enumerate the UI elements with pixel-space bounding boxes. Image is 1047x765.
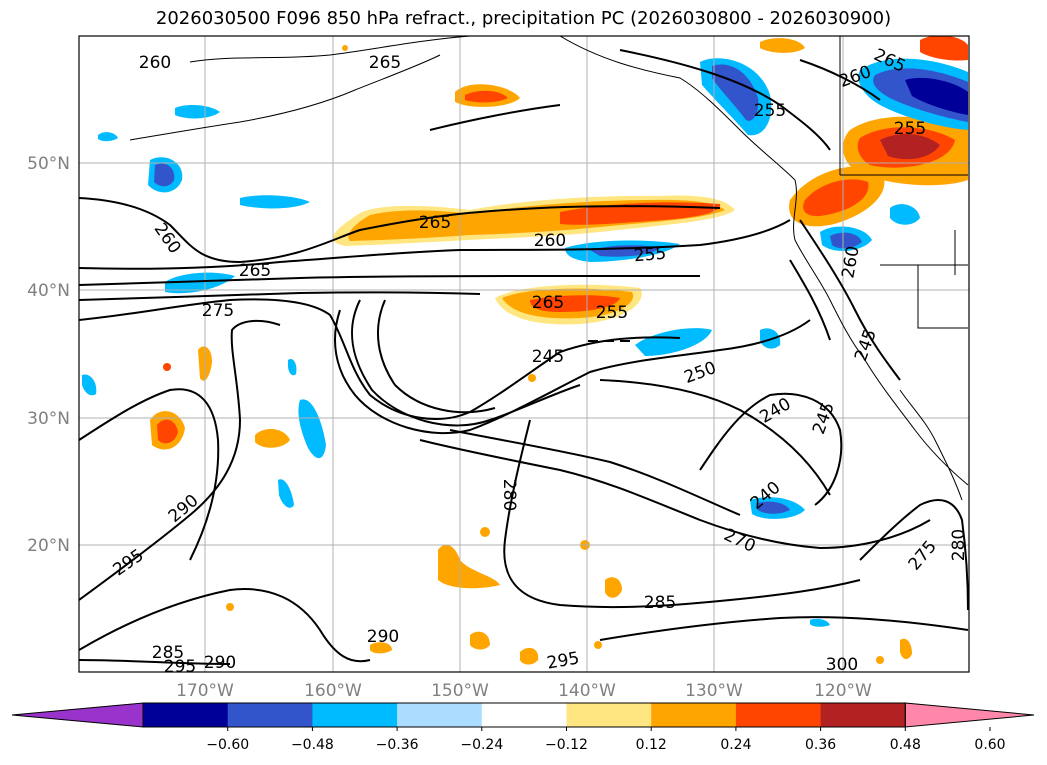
colorbar: −0.60 −0.48 −0.36 −0.24 −0.12 0.12 0.24 0.36 0.4… xyxy=(11,702,1035,753)
colorbar-tick-label: −0.60 xyxy=(206,737,249,753)
contour-label: 285 xyxy=(644,593,676,613)
coastlines xyxy=(129,36,969,501)
contour-label: 265 xyxy=(369,53,401,73)
colorbar-tick-label: 0.24 xyxy=(720,737,751,753)
contour-label: 260 xyxy=(534,231,566,251)
refractivity-contours xyxy=(79,49,969,665)
colorbar-segment xyxy=(481,703,567,727)
lon-label: 130°W xyxy=(685,681,743,701)
lat-label: 30°N xyxy=(27,409,70,429)
colorbar-segment xyxy=(143,703,229,727)
contour-label: 295 xyxy=(545,648,580,673)
colorbar-extend-high xyxy=(904,702,1035,728)
colorbar-segment xyxy=(397,703,483,727)
colorbar-segment xyxy=(651,703,737,727)
colorbar-tick-label: 0.48 xyxy=(890,737,921,753)
contour-label: 280 xyxy=(499,479,519,511)
lon-axis: 170°W 160°W 150°W 140°W 130°W 120°W xyxy=(176,681,872,701)
contour-label: 265 xyxy=(419,213,451,233)
colorbar-frame xyxy=(142,702,906,728)
contour-label: 245 xyxy=(532,347,564,367)
contour-label: 265 xyxy=(239,261,271,281)
colorbar-segment xyxy=(820,703,906,727)
lat-label: 50°N xyxy=(27,154,70,174)
precip-shading xyxy=(82,36,968,665)
lon-label: 170°W xyxy=(176,681,234,701)
colorbar-extend-low xyxy=(11,702,144,728)
contour-label: 285 xyxy=(152,643,184,663)
plot-frame xyxy=(78,35,970,673)
colorbar-tick-label: −0.36 xyxy=(376,737,419,753)
colorbar-tick-label: 0.36 xyxy=(805,737,836,753)
colorbar-tick-label: −0.12 xyxy=(545,737,588,753)
lat-label: 20°N xyxy=(27,536,70,556)
lon-label: 150°W xyxy=(431,681,489,701)
contour-label: 275 xyxy=(202,301,234,321)
contour-label: 255 xyxy=(633,244,667,267)
map-title: 2026030500 F096 850 hPa refract., precip… xyxy=(155,8,892,29)
contour-label: 290 xyxy=(367,627,399,647)
contour-label: 265 xyxy=(532,293,564,313)
lat-label: 40°N xyxy=(27,281,70,301)
contour-label: 260 xyxy=(139,53,171,73)
lon-label: 120°W xyxy=(814,681,872,701)
colorbar-segment xyxy=(735,703,822,727)
colorbar-tick-label: 0.12 xyxy=(636,737,667,753)
contour-label: 300 xyxy=(826,655,858,675)
lon-label: 140°W xyxy=(558,681,616,701)
plot-area: 260 2652552602652652602552602552652752652… xyxy=(79,36,969,677)
colorbar-tick-label: −0.24 xyxy=(460,737,503,753)
colorbar-tick-label: −0.48 xyxy=(291,737,334,753)
contour-label: 280 xyxy=(949,529,969,561)
contour-label: 255 xyxy=(754,101,786,121)
contour-label: 255 xyxy=(894,119,926,139)
contour-label: 290 xyxy=(204,653,236,673)
contour-label: 255 xyxy=(596,303,628,323)
lon-label: 160°W xyxy=(304,681,362,701)
contour-label: 295 xyxy=(164,657,196,677)
lat-axis: 50°N 40°N 30°N 20°N xyxy=(27,154,70,556)
graticule xyxy=(79,36,969,672)
colorbar-segment xyxy=(312,703,398,727)
colorbar-segment xyxy=(227,703,313,727)
colorbar-segment xyxy=(566,703,652,727)
colorbar-tick-label: 0.60 xyxy=(974,737,1005,753)
